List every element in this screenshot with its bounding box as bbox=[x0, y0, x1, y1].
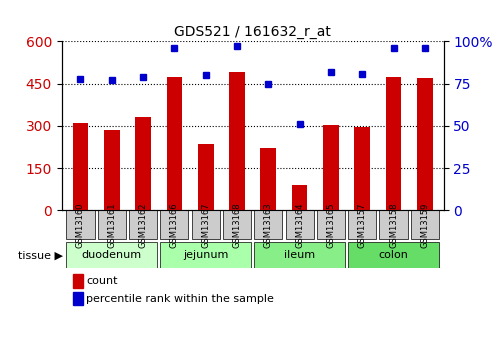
Bar bbox=[67, 242, 157, 268]
Bar bbox=[354, 127, 370, 210]
Bar bbox=[260, 148, 276, 210]
FancyBboxPatch shape bbox=[348, 210, 376, 239]
Text: tissue ▶: tissue ▶ bbox=[18, 250, 63, 260]
Bar bbox=[292, 185, 308, 210]
Bar bbox=[73, 292, 83, 305]
Bar bbox=[160, 242, 251, 268]
Bar bbox=[254, 242, 345, 268]
Bar bbox=[417, 78, 433, 210]
Text: jejunum: jejunum bbox=[183, 250, 228, 260]
FancyBboxPatch shape bbox=[317, 210, 345, 239]
FancyBboxPatch shape bbox=[254, 210, 282, 239]
FancyBboxPatch shape bbox=[285, 210, 314, 239]
Text: colon: colon bbox=[379, 250, 409, 260]
Bar bbox=[135, 117, 151, 210]
Text: GSM13164: GSM13164 bbox=[295, 202, 304, 248]
Bar bbox=[229, 72, 245, 210]
FancyBboxPatch shape bbox=[223, 210, 251, 239]
Title: GDS521 / 161632_r_at: GDS521 / 161632_r_at bbox=[174, 25, 331, 39]
Text: duodenum: duodenum bbox=[82, 250, 142, 260]
Text: ileum: ileum bbox=[284, 250, 315, 260]
Text: GSM13168: GSM13168 bbox=[233, 202, 242, 248]
Text: GSM13159: GSM13159 bbox=[421, 202, 429, 248]
Text: GSM13161: GSM13161 bbox=[107, 202, 116, 248]
FancyBboxPatch shape bbox=[192, 210, 220, 239]
FancyBboxPatch shape bbox=[67, 210, 95, 239]
Text: GSM13158: GSM13158 bbox=[389, 202, 398, 248]
Bar bbox=[167, 77, 182, 210]
FancyBboxPatch shape bbox=[380, 210, 408, 239]
Bar bbox=[386, 77, 401, 210]
Text: GSM13165: GSM13165 bbox=[326, 202, 335, 248]
Bar bbox=[348, 242, 439, 268]
Bar bbox=[73, 274, 83, 288]
Text: percentile rank within the sample: percentile rank within the sample bbox=[86, 294, 274, 304]
FancyBboxPatch shape bbox=[160, 210, 188, 239]
Bar bbox=[104, 130, 120, 210]
FancyBboxPatch shape bbox=[411, 210, 439, 239]
Text: GSM13163: GSM13163 bbox=[264, 202, 273, 248]
FancyBboxPatch shape bbox=[129, 210, 157, 239]
FancyBboxPatch shape bbox=[98, 210, 126, 239]
Bar bbox=[72, 123, 88, 210]
Text: GSM13157: GSM13157 bbox=[358, 202, 367, 248]
Bar bbox=[323, 125, 339, 210]
Text: GSM13167: GSM13167 bbox=[201, 202, 210, 248]
Text: GSM13160: GSM13160 bbox=[76, 202, 85, 248]
Text: GSM13166: GSM13166 bbox=[170, 202, 179, 248]
Bar bbox=[198, 144, 213, 210]
Text: GSM13162: GSM13162 bbox=[139, 202, 147, 248]
Text: count: count bbox=[86, 276, 118, 286]
